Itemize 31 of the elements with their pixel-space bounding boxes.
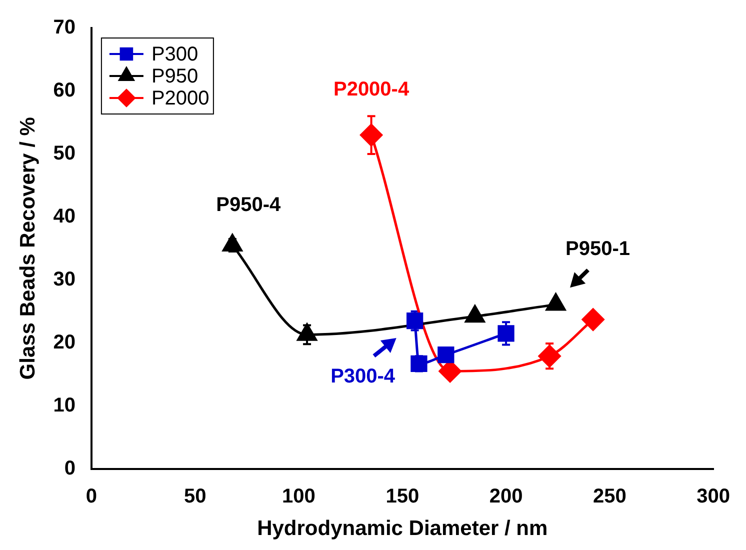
legend-label: P300 [151,44,198,66]
x-tick-label: 150 [386,485,420,508]
point [360,124,383,146]
y-tick-label: 60 [53,79,76,102]
point [538,344,561,368]
x-tick-label: 100 [282,485,316,508]
legend-label: P950 [151,66,198,88]
y-tick-label: 50 [53,142,76,164]
point [438,346,454,364]
point [406,312,424,330]
annotation: P950-1 [566,238,630,260]
y-tick-label: 20 [53,331,76,354]
x-tick-label: 250 [592,485,626,508]
legend-label: P2000 [151,88,210,110]
annotation: P950-4 [216,194,282,216]
y-tick-label: 0 [64,457,76,480]
annotation: P300-4 [330,365,396,388]
x-tick-label: 0 [86,485,98,508]
y-tick-label: 40 [53,205,76,228]
annotation: P2000-4 [333,78,410,101]
point [582,308,604,331]
x-tick-label: 200 [489,485,523,508]
y-tick-label: 70 [53,16,76,39]
x-axis-title: Hydrodynamic Diameter / nm [257,517,548,540]
y-tick-label: 30 [53,268,76,290]
point [410,355,428,372]
x-tick-label: 300 [696,485,730,508]
point [498,325,514,342]
y-axis-title: Glass Beads Recovery / % [16,116,40,380]
y-tick-label: 10 [53,394,76,416]
x-tick-label: 50 [184,485,206,508]
